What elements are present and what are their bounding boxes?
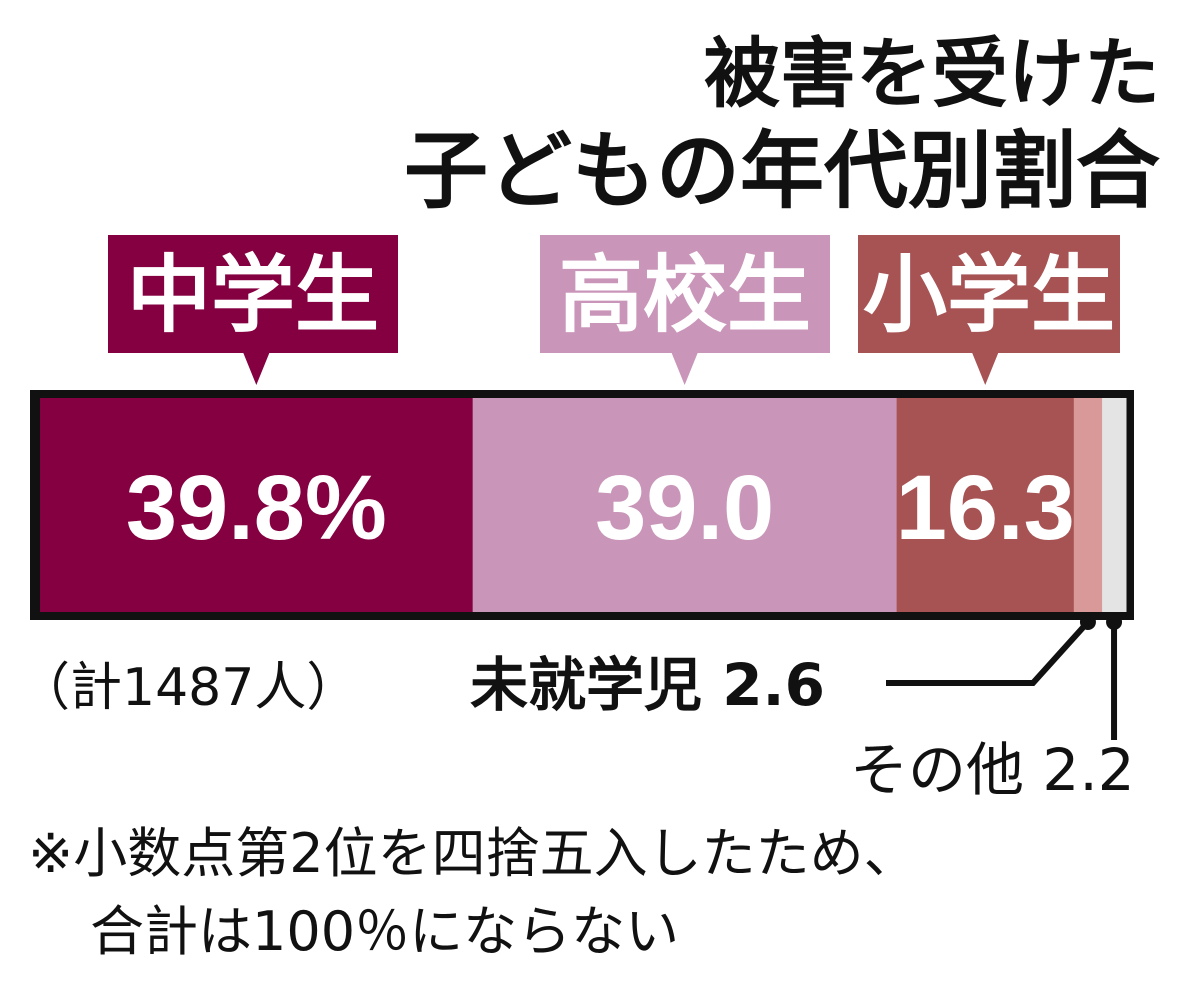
footnote-line1: ※小数点第2位を四捨五入したため、 [28,822,918,885]
leader-dot-preschool [1079,614,1096,630]
category-label-high-school: 高校生 [559,246,811,344]
segment-label-other: その他 2.2 [850,736,1135,804]
bar-segments: 39.8% 39.0 16.3 [40,398,1127,612]
bar-segment-elementary [896,398,1075,612]
bar-segment-high-school [472,398,898,612]
leader-line-preschool [886,619,1091,686]
category-label-junior-high: 中学生 [127,246,379,344]
total-note: （計1487人） [18,658,358,718]
value-label-junior-high: 39.8% [126,457,387,559]
category-callouts: 中学生 高校生 小学生 [108,235,1120,385]
segment-label-preschool: 未就学児 2.6 [470,651,825,719]
bar-segment-other [1102,398,1127,612]
callout-box-junior-high [108,235,398,385]
category-label-elementary: 小学生 [863,246,1115,344]
chart-title-line1: 被害を受けた [704,29,1160,118]
footnote-line2: 合計は100％にならない [90,900,679,963]
chart-title-line2: 子どもの年代別割合 [404,122,1160,220]
value-label-elementary: 16.3 [896,457,1075,559]
bar-segment-preschool [1073,398,1103,612]
callout-box-high-school [540,235,830,385]
leader-dot-other [1106,614,1123,630]
leader-lines [886,614,1123,740]
bar-segment-junior-high [40,398,474,612]
value-label-high-school: 39.0 [595,457,774,559]
callout-box-elementary [858,235,1120,385]
